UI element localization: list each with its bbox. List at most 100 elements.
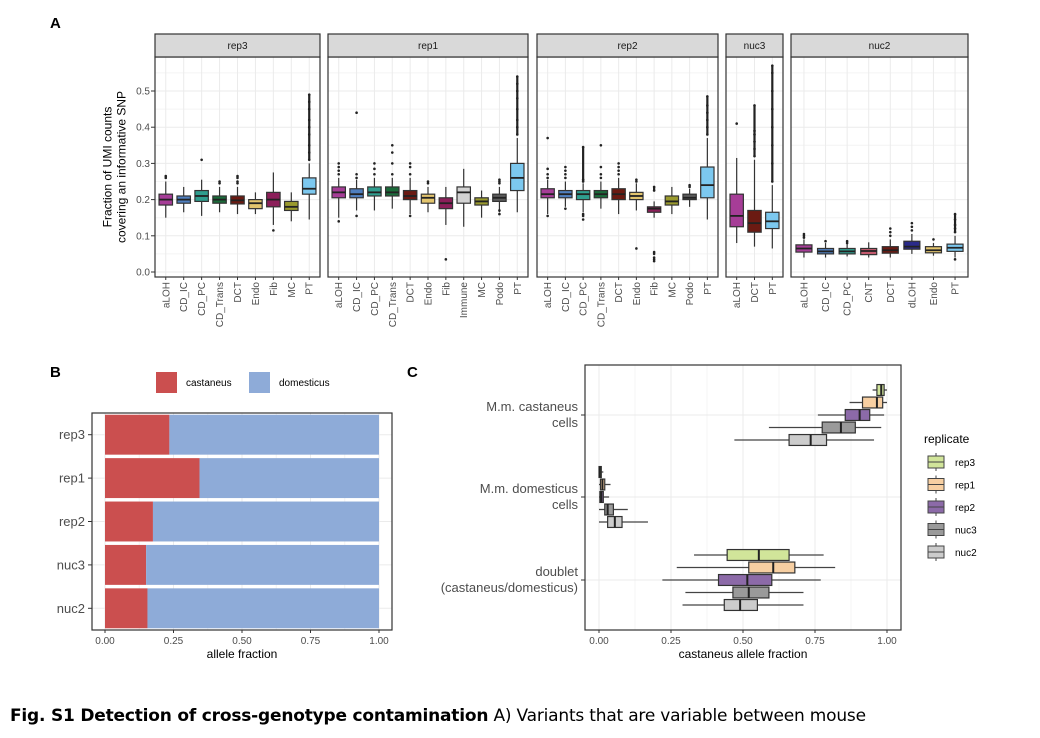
facet-rep3: aLOH CD_IC CD_PC CD_Trans DCT Endo Fib MC PT rep3 (154, 33, 321, 327)
box-iqr (788, 433, 828, 447)
box-CD_Trans (593, 144, 609, 209)
outlier-point (635, 178, 638, 181)
x-tick-label: CD_PC (197, 282, 208, 316)
box-MC (474, 190, 489, 218)
panel-b-stacked-bar: rep3 rep1 rep2 nuc3 nuc2 0.00 0.25 0.50 0.75 1.00… (57, 372, 393, 661)
legend-label-castaneus: castaneus (186, 378, 232, 389)
box-Endo (924, 238, 943, 256)
x-tick-label: CD_IC (561, 282, 572, 312)
panel-label-c: C (407, 364, 418, 381)
box-iqr (682, 193, 697, 201)
x-tick-label: PT (951, 282, 962, 295)
x-tick-label: Endo (929, 282, 940, 306)
y-tick-label-line: cells (552, 415, 579, 430)
box-Immune (456, 168, 472, 227)
x-tick-label: PT (703, 282, 714, 295)
x-tick-label: aLOH (161, 282, 172, 308)
panel-a-boxplot: Fraction of UMI countscovering an inform… (101, 33, 969, 327)
box-CD_IC (816, 239, 835, 258)
box-Podo (682, 183, 697, 207)
box-DCT (611, 162, 626, 215)
outlier-point (390, 151, 394, 154)
box-iqr (861, 396, 884, 409)
x-tick-label: PT (768, 282, 779, 295)
outlier-point (373, 167, 376, 171)
x-tick-label: 0.75 (301, 636, 321, 647)
outlier-point (652, 256, 656, 259)
outlier-point (426, 180, 430, 183)
box-aLOH (158, 174, 174, 218)
box-PT (700, 95, 715, 220)
outlier-point (236, 180, 239, 183)
y-tick-label: rep2 (59, 514, 85, 529)
outlier-point (355, 214, 358, 218)
bar-castaneus-rep3 (105, 414, 170, 455)
x-tick-label: PT (513, 282, 524, 295)
box-nuc3 (599, 503, 628, 516)
outlier-point (564, 176, 567, 180)
facet-rep1: aLOH CD_IC CD_PC CD_Trans DCT Endo Fib Immune MC… (327, 33, 529, 327)
outlier-point (652, 252, 656, 256)
facet-strip (154, 33, 321, 58)
box-DCT (402, 162, 418, 218)
outlier-point (802, 234, 806, 238)
outlier-point (845, 241, 849, 245)
bar-domesticus-nuc2 (147, 588, 379, 629)
y-tick-label-line: cells (552, 497, 579, 512)
x-tick-label: 1.00 (369, 636, 389, 647)
box-Fib (646, 185, 662, 263)
outlier-point (373, 162, 376, 165)
outlier-point (910, 229, 914, 232)
outlier-point (888, 234, 892, 238)
box-iqr (646, 206, 662, 213)
x-tick-label: DCT (886, 282, 897, 303)
box-PT (301, 93, 317, 220)
bar-castaneus-nuc2 (105, 588, 148, 629)
outlier-point (564, 172, 567, 176)
box-iqr (821, 421, 856, 434)
facet-strip-label: rep2 (617, 41, 637, 52)
legend-item-rep1: rep1 (927, 475, 975, 494)
outlier-point (599, 172, 603, 176)
box-CD_IC (558, 165, 573, 210)
x-tick-label: 0.25 (164, 636, 184, 647)
box-rep2 (599, 490, 610, 504)
y-tick-label: 0.0 (136, 268, 150, 279)
outlier-point (408, 214, 412, 218)
outlier-point (635, 247, 638, 250)
x-tick-label: MC (287, 282, 298, 298)
box-Endo (420, 180, 436, 213)
outlier-point (617, 165, 620, 169)
outlier-point (355, 111, 358, 115)
box-iqr (604, 503, 615, 516)
x-tick-label: Endo (632, 282, 643, 306)
box-CD_PC (838, 239, 856, 257)
outlier-point (910, 225, 914, 229)
x-tick-label: 0.50 (232, 636, 252, 647)
bar-castaneus-rep1 (105, 458, 200, 499)
box-CD_PC (367, 162, 382, 211)
x-tick-label: 0.50 (733, 636, 753, 647)
outlier-point (564, 165, 567, 169)
box-iqr (575, 189, 591, 201)
bar-domesticus-nuc3 (146, 544, 379, 585)
outlier-point (408, 162, 412, 165)
legend-label: rep3 (955, 458, 975, 469)
legend-label: nuc3 (955, 526, 977, 537)
x-tick-label: Endo (424, 282, 435, 306)
outlier-point (390, 144, 394, 147)
x-tick-label: aLOH (334, 282, 345, 308)
legend-label: rep2 (955, 503, 975, 514)
y-tick-label: nuc3 (57, 557, 85, 572)
outlier-point (564, 169, 567, 172)
y-tick-label-line: M.m. castaneus (486, 399, 578, 414)
outlier-point (888, 230, 892, 234)
facet-strip (536, 33, 719, 58)
outlier-point (688, 183, 691, 187)
y-tick-label: doublet (castaneus/domesticus) (441, 564, 579, 595)
x-tick-label: Podo (495, 282, 506, 306)
outlier-point (617, 172, 620, 176)
outlier-point (802, 236, 806, 239)
box-rep3 (598, 465, 604, 479)
